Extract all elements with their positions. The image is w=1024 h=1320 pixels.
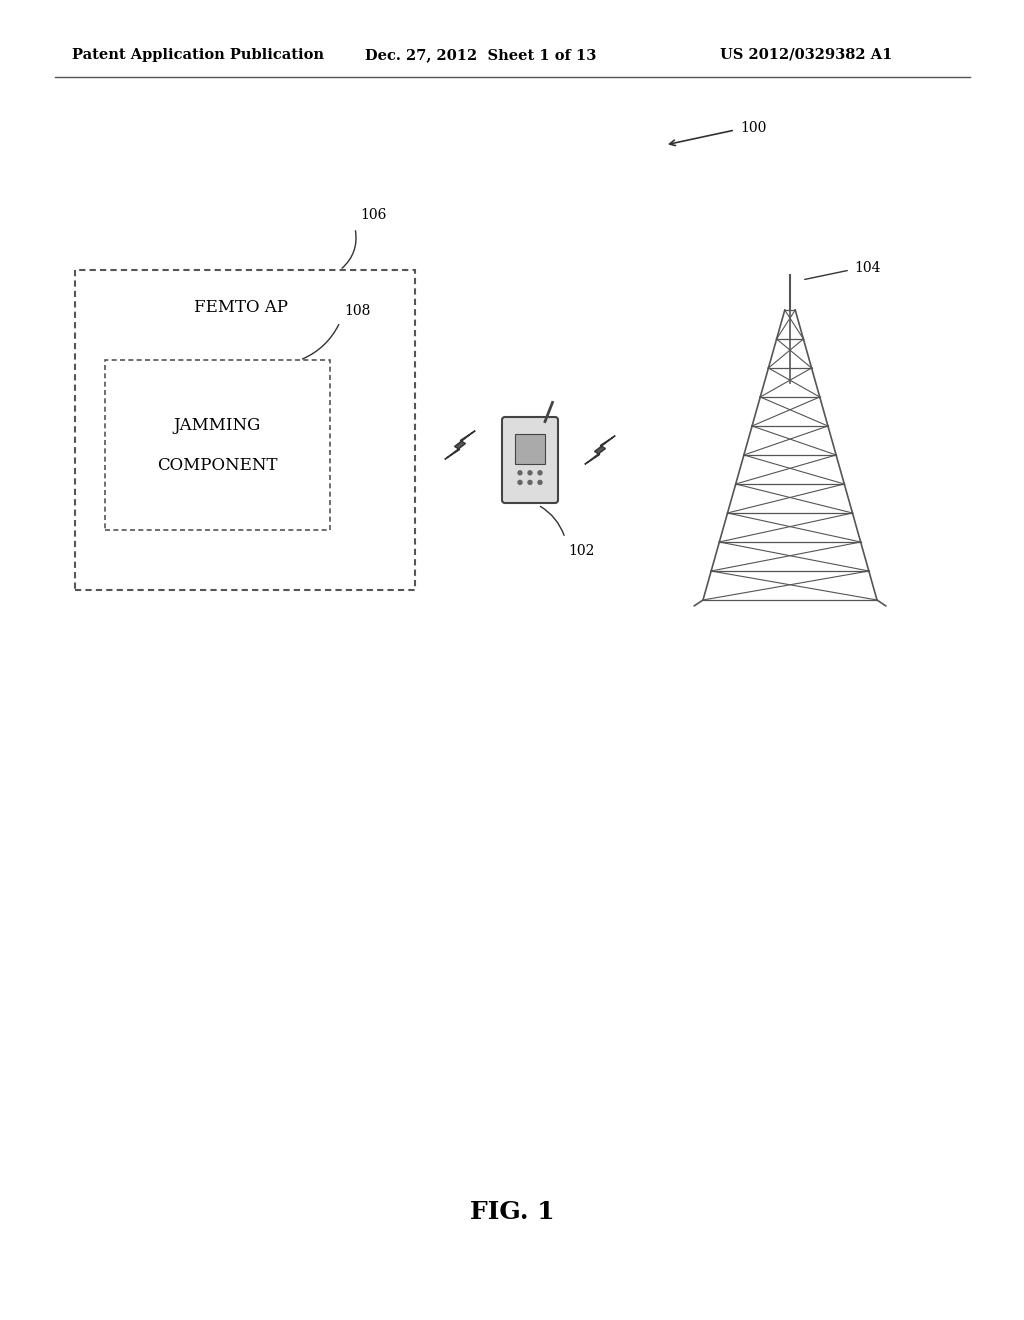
Polygon shape	[585, 436, 615, 465]
Circle shape	[528, 471, 532, 475]
Text: 100: 100	[740, 121, 766, 135]
Polygon shape	[444, 430, 475, 459]
Bar	[75, 271, 415, 590]
Text: Dec. 27, 2012  Sheet 1 of 13: Dec. 27, 2012 Sheet 1 of 13	[365, 48, 596, 62]
Circle shape	[518, 480, 522, 484]
Text: 102: 102	[568, 544, 594, 558]
Text: 108: 108	[344, 304, 371, 318]
Text: Patent Application Publication: Patent Application Publication	[72, 48, 324, 62]
Circle shape	[538, 471, 542, 475]
Bar	[105, 360, 330, 531]
Text: JAMMING: JAMMING	[174, 417, 261, 433]
Bar	[515, 433, 545, 465]
Text: US 2012/0329382 A1: US 2012/0329382 A1	[720, 48, 892, 62]
Text: 106: 106	[360, 209, 386, 222]
Text: 104: 104	[854, 261, 881, 275]
Circle shape	[518, 471, 522, 475]
Circle shape	[528, 480, 532, 484]
FancyBboxPatch shape	[502, 417, 558, 503]
Text: FIG. 1: FIG. 1	[470, 1200, 554, 1224]
Text: COMPONENT: COMPONENT	[158, 457, 278, 474]
Circle shape	[538, 480, 542, 484]
Text: FEMTO AP: FEMTO AP	[194, 300, 288, 317]
